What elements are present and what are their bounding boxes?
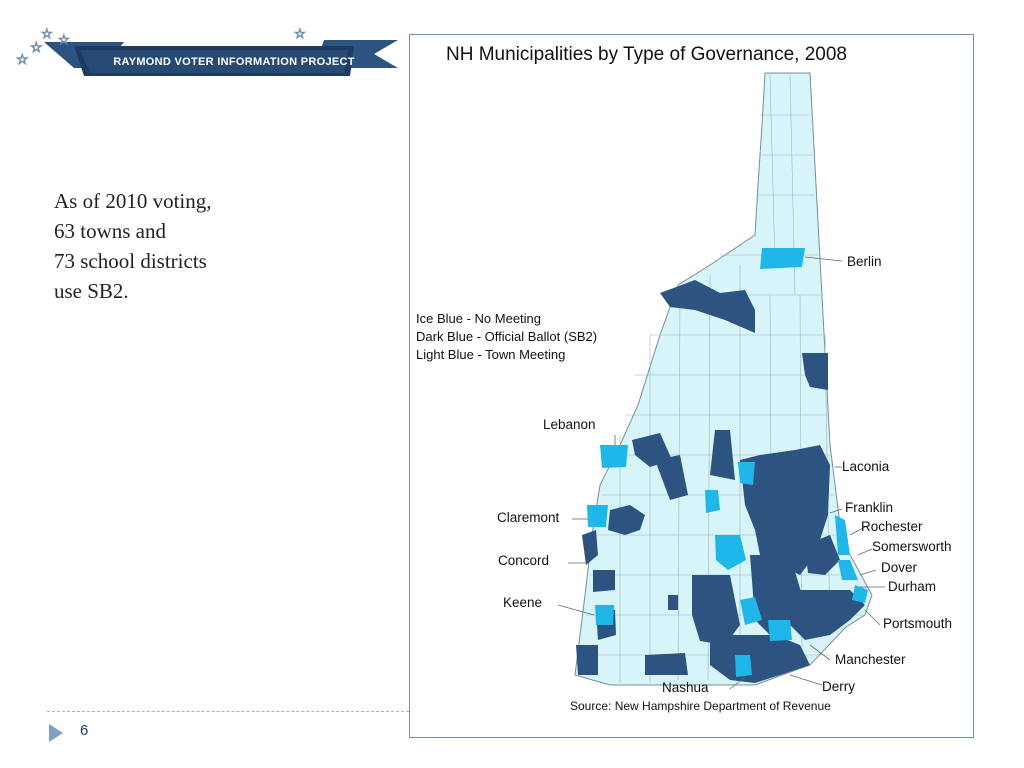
header-banner: ☆ ☆ ☆ ☆ ☆ Raymond Voter Information Proj… [14, 24, 404, 84]
city-label-franklin: Franklin [845, 500, 894, 515]
city-label-derry: Derry [822, 679, 855, 694]
label-leaders [557, 256, 885, 690]
svg-text:☆: ☆ [294, 26, 306, 41]
city-label-concord: Concord [498, 553, 550, 568]
legend-item: Light Blue - Town Meeting [416, 347, 566, 362]
no-meeting-cities [587, 248, 868, 677]
nh-map [557, 72, 885, 690]
map-legend: Ice Blue - No Meeting Dark Blue - Offici… [416, 310, 597, 364]
map-source: Source: New Hampshire Department of Reve… [570, 699, 831, 713]
city-label-claremont: Claremont [497, 510, 560, 525]
page-number: 6 [80, 722, 89, 739]
svg-text:☆: ☆ [41, 26, 53, 41]
svg-text:☆: ☆ [16, 51, 29, 67]
svg-text:☆: ☆ [58, 32, 70, 47]
city-label-dover: Dover [881, 560, 918, 575]
map-panel: NH Municipalities by Type of Governance,… [409, 34, 974, 738]
legend-item: Ice Blue - No Meeting [416, 311, 542, 326]
city-label-lebanon: Lebanon [543, 417, 596, 432]
body-line: 63 towns and [54, 219, 166, 243]
svg-text:☆: ☆ [30, 39, 43, 55]
city-label-portsmouth: Portsmouth [883, 616, 953, 631]
map-title: NH Municipalities by Type of Governance,… [446, 44, 847, 65]
city-label-keene: Keene [503, 595, 543, 610]
body-line: 73 school districts [54, 249, 207, 273]
body-line: As of 2010 voting, [54, 189, 212, 213]
triangle-bullet-icon [49, 724, 63, 742]
banner-title: Raymond Voter Information Project [113, 56, 355, 68]
city-label-durham: Durham [888, 579, 937, 594]
slide-body-text: As of 2010 voting, 63 towns and 73 schoo… [54, 186, 294, 306]
city-label-laconia: Laconia [842, 459, 890, 474]
banner-ribbon: ☆ ☆ ☆ ☆ ☆ [16, 26, 398, 76]
city-label-rochester: Rochester [861, 519, 923, 534]
city-label-berlin: Berlin [847, 254, 882, 269]
city-label-somersworth: Somersworth [872, 539, 952, 554]
sb2-towns [576, 280, 865, 683]
city-label-nashua: Nashua [662, 680, 709, 695]
city-label-manchester: Manchester [835, 652, 906, 667]
body-line: use SB2. [54, 279, 129, 303]
footer-divider [47, 711, 409, 712]
legend-item: Dark Blue - Official Ballot (SB2) [416, 329, 598, 344]
